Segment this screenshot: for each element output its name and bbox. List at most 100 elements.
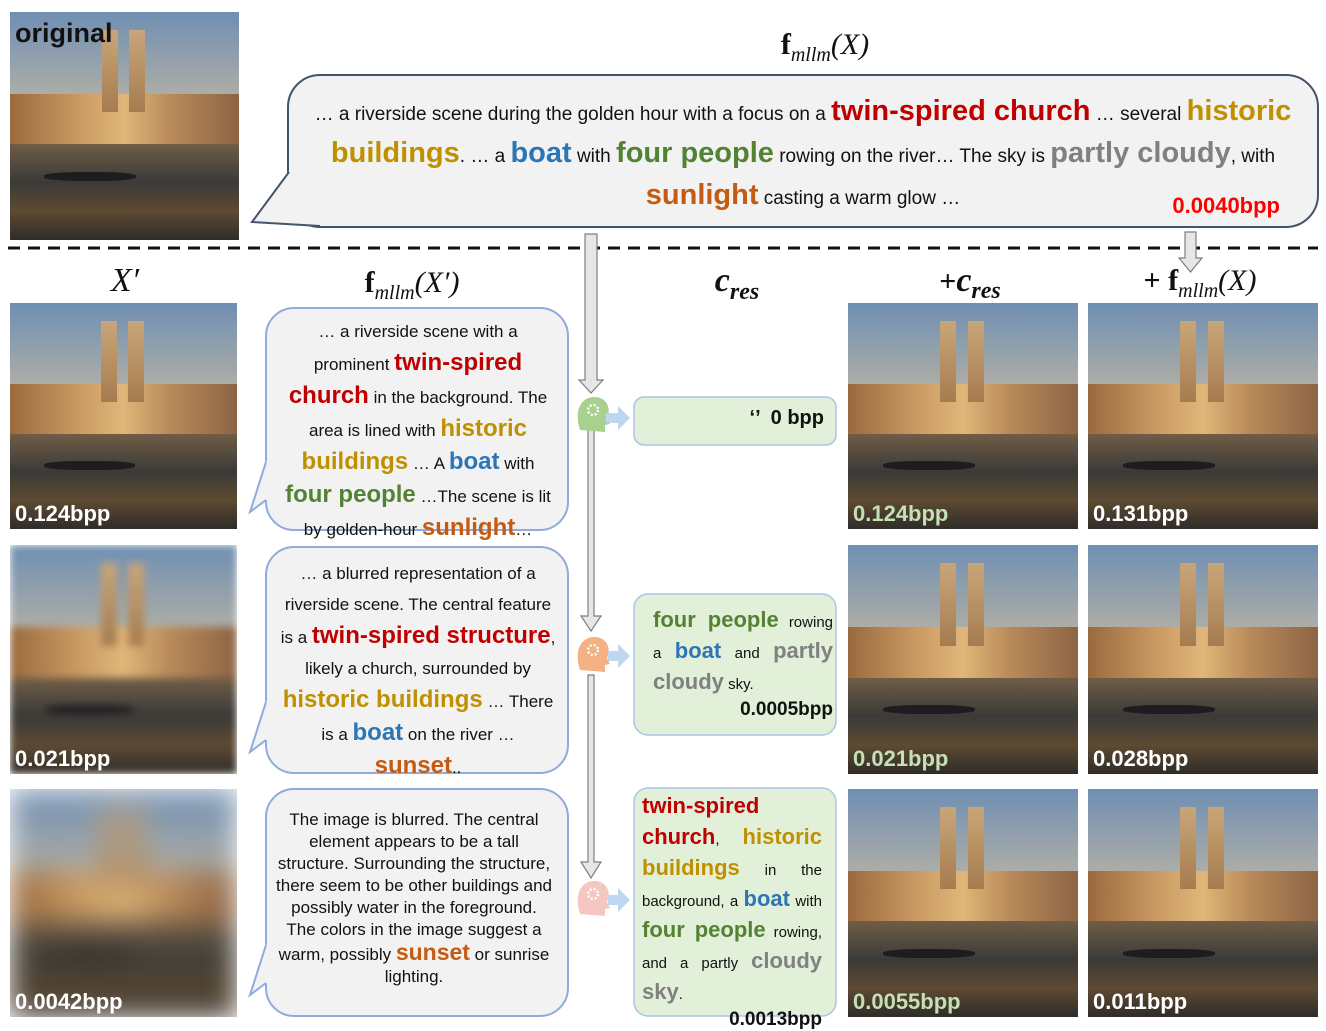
caption-segment: historic buildings [301,415,534,475]
caption-segment: boat [743,886,790,911]
caption-segment: ‘’ [749,407,761,429]
photo [848,303,1078,529]
flow-arrow [579,674,603,880]
photo [10,789,237,1017]
caption-segment: … a riverside scene with a prominent [313,322,523,374]
xprime-image: 0.0042bpp [10,789,237,1017]
caption-segment: boat [448,448,500,475]
cres-bpp: 0.0013bpp [729,1009,822,1030]
caption-segment: sunset [395,939,470,965]
caption-segment: four people [642,917,766,942]
caption-segment: , with [1230,146,1281,167]
bpp-label: 0.0042bpp [15,989,123,1014]
photo [10,545,237,774]
top-bpp: 0.0040bpp [1172,193,1280,218]
caption-bubble-tail-edge [248,701,267,755]
plus-cres-image: 0.0055bpp [848,789,1078,1017]
formula-f: f [780,28,791,61]
caption-segment: casting a warm glow … [758,188,961,209]
photo [848,789,1078,1017]
caption-segment: … several [1090,104,1187,125]
head-icon [577,880,610,916]
caption-segment: twin-spired church [288,349,529,409]
caption-bubble [265,546,569,774]
formula-f: f [1168,264,1179,297]
cres-box [633,593,837,736]
caption-segment: with [571,146,617,167]
head-icon [577,636,610,672]
header-prefix: + [1143,264,1169,297]
caption-segment: . … a [459,146,511,167]
formula-sub: mllm [1178,280,1219,302]
to-cres-arrow [608,888,630,912]
caption-segment: , likely a church, surrounded by [305,628,561,678]
header-plus-f: + fmllm(X) [1144,264,1257,303]
header-base: X [110,262,132,299]
plus-f-image: 0.011bpp [1088,789,1318,1017]
original-image: original [10,12,239,240]
top-caption: … a riverside scene during the golden ho… [298,92,1308,218]
caption-segment: boat [510,137,572,169]
caption-segment: historic buildings [282,686,483,713]
caption-segment: .. [451,758,462,777]
bpp-label: 0.124bpp [853,501,949,526]
top-bubble [287,74,1319,228]
formula-sub: mllm [374,282,415,304]
caption-segment: in the background. The area is lined wit… [308,388,552,440]
cres-text: twin-spired church, historic buildings i… [642,792,822,1031]
header-sub: res [971,278,1001,304]
photo [848,545,1078,774]
top-formula: fmllm(X) [781,28,869,67]
formula-f: f [364,266,375,299]
caption-bubble [265,307,569,531]
to-cres-arrow [606,406,630,430]
plus-cres-image: 0.124bpp [848,303,1078,529]
cres-bpp: 0 bpp [770,407,824,429]
header-sub: res [729,278,760,305]
caption-segment: … a riverside scene during the golden ho… [314,104,832,125]
caption-segment: partly cloudy [1050,137,1231,169]
photo [1088,303,1318,529]
bpp-label: 0.011bpp [1093,989,1188,1014]
caption-segment: rowing a [653,614,834,662]
caption-bubble-tail-edge [248,944,267,998]
photo [1088,789,1318,1017]
photo [1088,545,1318,774]
plus-f-image: 0.131bpp [1088,303,1318,529]
caption-bubble [265,788,569,1017]
bpp-label: 0.028bpp [1093,746,1189,771]
plus-cres-image: 0.021bpp [848,545,1078,774]
caption-segment: twin-spired structure [311,622,551,649]
caption-segment: sunlight [645,179,759,211]
formula-arg: (X′) [414,266,460,299]
photo [10,303,237,529]
bpp-label: 0.124bpp [15,501,111,526]
caption-segment: four people [285,481,416,508]
bpp-label: 0.021bpp [853,746,949,771]
caption-segment: boat [674,638,722,663]
caption-segment: … [515,520,533,539]
caption-segment: rowing on the river… The sky is [773,146,1051,167]
caption-segment: historic buildings [330,95,1300,169]
caption-segment: sky. [723,676,754,693]
formula-arg: (X) [1218,264,1257,297]
header-caption: fmllm(X′) [365,266,460,305]
bpp-label: 0.021bpp [15,746,111,771]
caption-segment: with [790,893,822,910]
caption: … a blurred representation of a riversid… [280,558,556,783]
caption-segment: sunlight [421,514,516,541]
caption-segment: twin-spired church [642,793,760,849]
caption-segment: … A [408,454,449,473]
formula-arg: (X) [830,28,870,61]
caption-bubble-tail-edge [248,461,267,515]
to-cres-arrow [608,644,630,668]
caption-segment: The image is blurred. The central elemen… [276,810,557,964]
top-bubble-tail [252,170,318,226]
caption-segment: sunset [374,752,452,779]
cres-box [633,787,837,1017]
caption-segment: … There is a [321,692,559,744]
caption-segment: , [715,831,743,848]
